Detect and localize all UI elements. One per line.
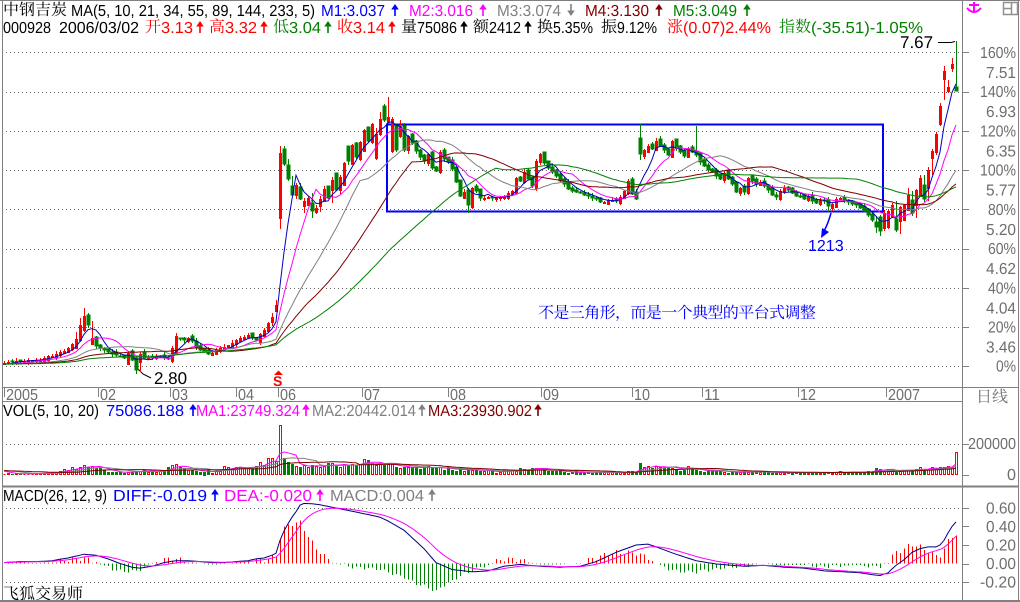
svg-text:80%: 80% [988,202,1016,219]
svg-text:M5:3.049: M5:3.049 [673,3,737,20]
svg-text:11: 11 [704,387,720,404]
svg-text:5.77: 5.77 [986,183,1016,200]
svg-text:7.67: 7.67 [900,33,933,52]
svg-text:3.46: 3.46 [986,339,1016,356]
svg-text:75086.188: 75086.188 [106,403,184,420]
svg-text:MA2:20442.014: MA2:20442.014 [312,403,416,420]
svg-text:3.14: 3.14 [353,20,385,37]
svg-text:200000: 200000 [968,436,1016,453]
svg-text:M1:3.037: M1:3.037 [321,3,385,20]
svg-text:10: 10 [634,387,650,404]
svg-text:60%: 60% [988,241,1016,258]
svg-text:(-35.51)-1.05%: (-35.51)-1.05% [811,20,923,37]
svg-text:MA3:23930.902: MA3:23930.902 [428,403,532,420]
svg-text:VOL(5, 10, 20): VOL(5, 10, 20) [3,403,99,420]
svg-text:6.35: 6.35 [986,143,1016,160]
svg-text:40%: 40% [988,280,1016,297]
svg-text:1213: 1213 [808,238,844,255]
svg-text:2006/03/02: 2006/03/02 [59,20,139,37]
svg-text:06: 06 [280,387,296,404]
svg-text:02: 02 [100,387,116,404]
svg-text:20%: 20% [988,319,1016,336]
svg-text:DEA:-0.020: DEA:-0.020 [224,488,312,505]
svg-text:08: 08 [450,387,466,404]
svg-text:4.04: 4.04 [986,300,1016,317]
svg-text:120%: 120% [980,123,1016,140]
svg-text:2.80: 2.80 [154,369,187,388]
svg-text:M3:3.074: M3:3.074 [497,3,561,20]
svg-text:0.40: 0.40 [986,519,1016,536]
svg-text:7.51: 7.51 [986,65,1016,82]
svg-text:6.93: 6.93 [986,104,1016,121]
svg-text:0%: 0% [996,359,1016,376]
svg-text:000928: 000928 [3,20,51,37]
svg-text:75086: 75086 [417,20,457,37]
svg-text:4.62: 4.62 [986,261,1016,278]
svg-text:S: S [273,373,282,389]
svg-text:160%: 160% [980,45,1016,62]
svg-text:0.00: 0.00 [986,556,1016,573]
svg-text:100%: 100% [980,163,1016,180]
svg-text:2007: 2007 [888,387,920,404]
svg-text:140%: 140% [980,84,1016,101]
svg-text:3.04: 3.04 [289,20,321,37]
svg-text:2005: 2005 [6,387,38,404]
svg-text:0.60: 0.60 [986,501,1016,518]
svg-text:-0.20: -0.20 [980,575,1016,592]
svg-text:5.20: 5.20 [986,222,1016,239]
svg-text:5.35%: 5.35% [553,20,593,37]
svg-text:9.12%: 9.12% [617,20,657,37]
svg-text:12: 12 [800,387,816,404]
svg-text:3.13: 3.13 [161,20,193,37]
svg-text:04: 04 [238,387,254,404]
svg-text:(0.07)2.44%: (0.07)2.44% [683,20,771,37]
svg-text:M2:3.016: M2:3.016 [409,3,473,20]
svg-text:MACD:0.004: MACD:0.004 [330,488,424,505]
svg-text:07: 07 [364,387,380,404]
svg-text:03: 03 [172,387,188,404]
svg-text:3.32: 3.32 [225,20,257,37]
svg-text:MA(5, 10, 21, 34, 55, 89, 144,: MA(5, 10, 21, 34, 55, 89, 144, 233, 5) [71,3,315,20]
svg-text:0: 0 [1007,467,1016,484]
svg-text:DIFF:-0.019: DIFF:-0.019 [113,488,207,505]
svg-text:M4:3.130: M4:3.130 [585,3,649,20]
svg-text:MA1:23749.324: MA1:23749.324 [196,403,300,420]
svg-text:MACD(26, 12, 9): MACD(26, 12, 9) [3,488,107,505]
svg-text:2412: 2412 [489,20,521,37]
svg-text:0.20: 0.20 [986,538,1016,555]
svg-text:09: 09 [543,387,559,404]
